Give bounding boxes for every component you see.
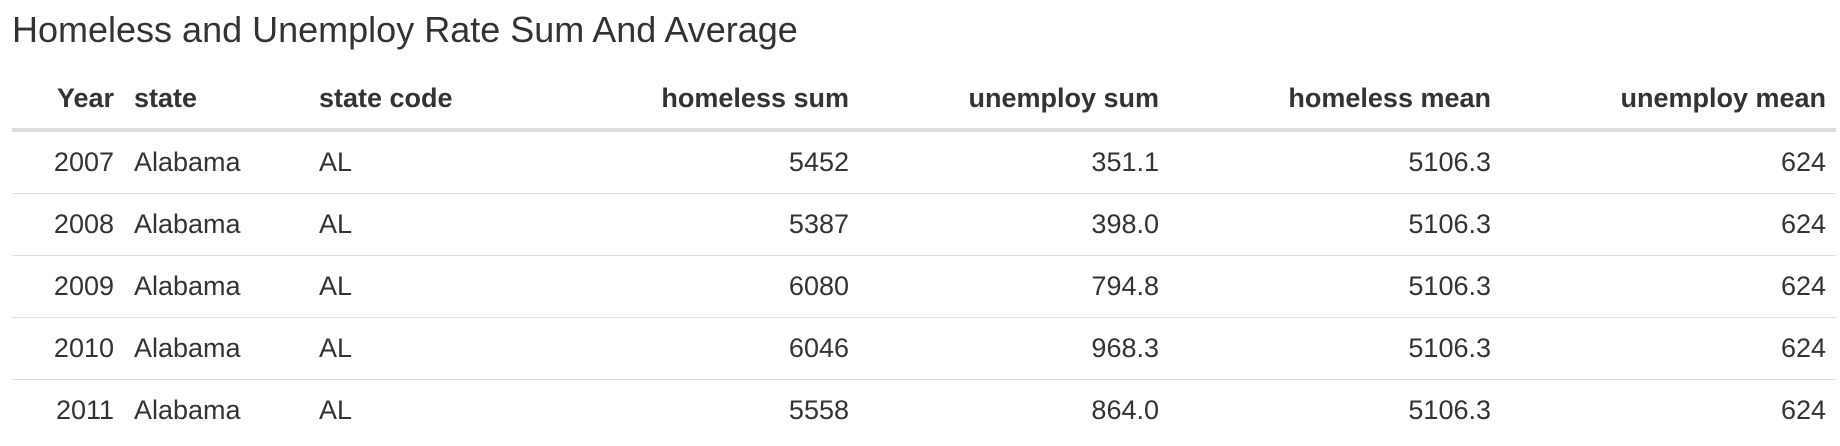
cell-state: Alabama [124,255,309,318]
cell-year: 2007 [12,130,124,194]
cell-unemploy-sum: 351.1 [859,130,1169,194]
column-header-unemploy-sum: unemploy sum [859,68,1169,132]
cell-state: Alabama [124,317,309,380]
column-header-state: state [124,68,309,132]
table-row: 2008 Alabama AL 5387 398.0 5106.3 624 [12,193,1836,256]
cell-unemploy-mean: 624 [1780,395,1826,425]
cell-homeless-sum: 6046 [499,317,859,380]
cell-state-code: AL [309,255,499,318]
cell-homeless-mean: 5106.3 [1408,395,1491,425]
cell-state-code: AL [309,317,499,380]
cell-homeless-sum: 5558 [788,395,849,425]
table-row: 2011 Alabama AL 5558 864.0 5106.3 624 [12,380,1836,442]
column-header-homeless-mean: homeless mean [1169,68,1501,132]
cell-unemploy-mean: 624 [1501,255,1836,318]
cell-homeless-sum: 5452 [499,130,859,194]
cell-unemploy-sum: 794.8 [859,255,1169,318]
cell-state: Alabama [134,395,241,425]
cell-year: 2010 [12,317,124,380]
cell-homeless-mean: 5106.3 [1169,130,1501,194]
cell-unemploy-mean: 624 [1501,130,1836,194]
header-row: Year state state code homeless sum unemploy … [12,68,1836,132]
table-body: 2007 Alabama AL 5452 351.1 5106.3 624 2008 Alaba… [12,130,1836,441]
cell-unemploy-sum: 864.0 [1091,395,1159,425]
cell-unemploy-mean: 624 [1501,193,1836,256]
cell-year: 2009 [12,255,124,318]
column-header-state-code: state code [309,68,499,132]
cell-state-code: AL [309,130,499,194]
cell-state-code: AL [309,193,499,256]
data-table: Year state state code homeless sum unemploy … [12,68,1836,441]
table-header: Year state state code homeless sum unemploy … [12,68,1836,132]
table-caption: Homeless and Unemploy Rate Sum And Avera… [12,9,798,50]
cell-homeless-sum: 6080 [499,255,859,318]
cell-homeless-sum: 5387 [499,193,859,256]
cell-year: 2011 [55,395,114,425]
cell-homeless-mean: 5106.3 [1169,317,1501,380]
column-header-year: Year [12,68,124,132]
table-row: 2010 Alabama AL 6046 968.3 5106.3 624 [12,317,1836,380]
table-row: 2007 Alabama AL 5452 351.1 5106.3 624 [12,130,1836,194]
cell-homeless-mean: 5106.3 [1169,193,1501,256]
cell-unemploy-sum: 968.3 [859,317,1169,380]
cell-homeless-mean: 5106.3 [1169,255,1501,318]
cell-state: Alabama [124,130,309,194]
column-header-homeless-sum: homeless sum [499,68,859,132]
cell-year: 2008 [12,193,124,256]
cell-unemploy-sum: 398.0 [859,193,1169,256]
cell-state-code: AL [319,395,353,425]
cell-state: Alabama [124,193,309,256]
table-row: 2009 Alabama AL 6080 794.8 5106.3 624 [12,255,1836,318]
cell-unemploy-mean: 624 [1501,317,1836,380]
column-header-unemploy-mean: unemploy mean [1501,68,1836,132]
